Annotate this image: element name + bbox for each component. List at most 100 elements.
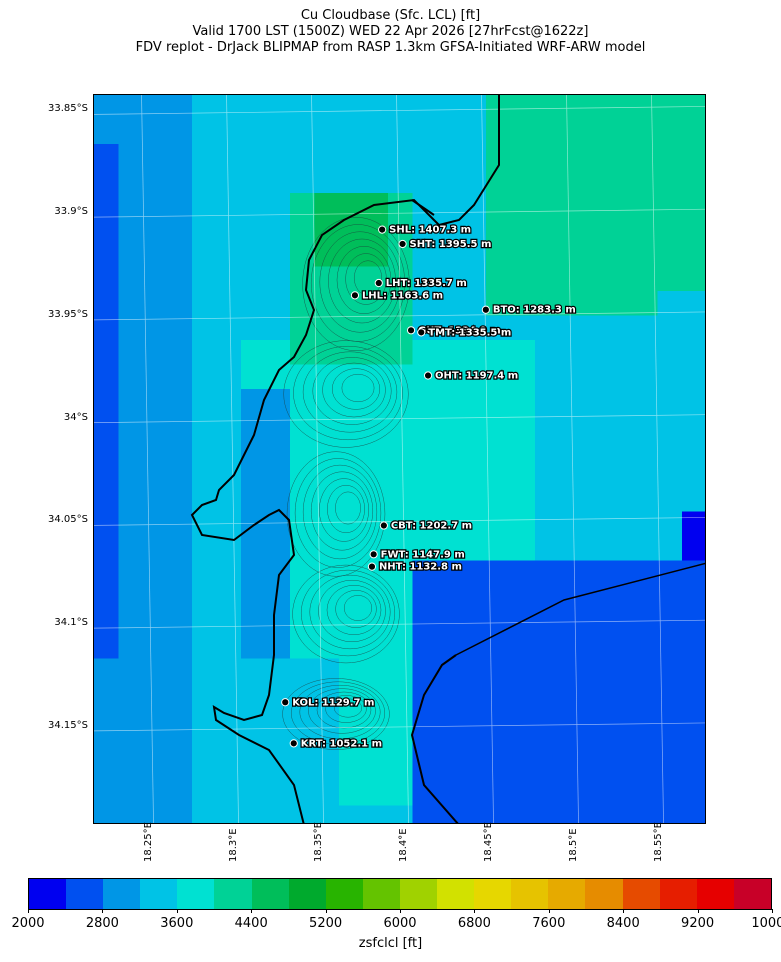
station-label: SHL: 1407.3 m (389, 225, 471, 236)
colorbar-tick-mark (474, 909, 476, 913)
station-gut[interactable]: GUT: 1334.9 m (406, 324, 502, 337)
chart-title: Cu Cloudbase (Sfc. LCL) [ft] (300, 8, 481, 23)
colorbar-tick-label: 9200 (681, 916, 715, 931)
station-marker-icon (367, 562, 377, 571)
station-marker-icon (379, 521, 388, 530)
colorbar-swatch (29, 879, 67, 909)
station-label: GUT: 1334.9 m (418, 325, 501, 336)
station-label: NHT: 1132.8 m (379, 562, 462, 573)
colorbar-swatch (251, 879, 289, 909)
lcl-field-cells (94, 95, 705, 823)
longitude-tick-label: 18.25°E (142, 822, 154, 862)
colorbar-tick-mark (400, 909, 401, 913)
station-nht[interactable]: NHT: 1132.8 m (367, 560, 463, 574)
station-marker-icon (350, 291, 360, 300)
station-label: KOL: 1129.7 m (292, 697, 374, 708)
latitude-tick-label: 33.9°S (54, 206, 88, 218)
station-marker-icon (423, 371, 433, 380)
station-label: TMT: 1335.5 m (428, 327, 511, 338)
latitude-tick-label: 33.95°S (48, 308, 88, 320)
station-shl[interactable]: SHL: 1407.3 m (378, 223, 472, 237)
colorbar-swatch (103, 879, 141, 909)
valid-time-line: Valid 1700 LST (1500Z) WED 22 Apr 2026 [… (192, 24, 589, 39)
colorbar-tick-mark (176, 909, 178, 913)
latitude-tick-label: 34°S (63, 411, 88, 423)
colorbar-swatch (548, 879, 586, 909)
latitude-tick-label: 34.05°S (48, 514, 88, 526)
colorbar-tick-mark (325, 909, 327, 913)
colorbar-tick-label: 4400 (234, 916, 268, 931)
station-markers: SHL: 1407.3 m SHT: 1395.5 m LHT: 1335.7 mL… (281, 223, 577, 751)
station-oht[interactable]: OHT: 1197.4 m (423, 369, 519, 383)
station-lhl[interactable]: LHL: 1163.6 m (350, 289, 444, 303)
colorbar-tick-mark (251, 909, 253, 913)
colorbar-swatch (437, 879, 475, 909)
station-label: LHT: 1335.7 m (386, 278, 467, 289)
longitude-tick-label: 18.3°E (227, 828, 239, 862)
station-krt[interactable]: KRT: 1052.1 m (289, 737, 383, 751)
station-lht[interactable]: LHT: 1335.7 m (374, 277, 468, 290)
lat-lon-gridlines (94, 95, 705, 823)
colorbar-swatch (474, 879, 512, 909)
station-cbt[interactable]: CBT: 1202.7 m (379, 519, 473, 533)
colorbar-tick-label: 6800 (457, 916, 491, 931)
colorbar-swatch (288, 879, 326, 909)
colorbar-tick-mark (28, 909, 29, 913)
colorbar-tick-label: 3600 (160, 916, 194, 931)
station-sht[interactable]: SHT: 1395.5 m (398, 238, 493, 251)
station-label: FWT: 1147.9 m (381, 549, 465, 560)
station-bto[interactable]: BTO: 1283.3 m (481, 304, 577, 317)
colorbar-tick-label: 10000 (751, 916, 781, 931)
longitude-tick-label: 18.55°E (652, 822, 664, 862)
map-canvas: SHL: 1407.3 m SHT: 1395.5 m LHT: 1335.7 mL… (94, 95, 705, 823)
colorbar-tick-label: 6000 (383, 916, 417, 931)
colorbar-swatch (214, 879, 252, 909)
station-marker-icon (398, 239, 407, 249)
colorbar-label: zsfclcl [ft] (358, 936, 423, 951)
colorbar-swatch (177, 879, 215, 909)
coastline (190, 95, 705, 823)
colorbar (28, 878, 772, 910)
latitude-tick-label: 34.1°S (54, 617, 88, 629)
colorbar-tick-label: 7600 (532, 916, 566, 931)
colorbar-swatch (659, 879, 697, 909)
model-description-line: FDV replot - DrJack BLIPMAP from RASP 1.… (135, 40, 646, 55)
station-label: LHL: 1163.6 m (362, 290, 443, 301)
longitude-tick-label: 18.45°E (482, 822, 494, 862)
latitude-tick-label: 34.15°S (48, 719, 88, 731)
station-marker-icon (289, 739, 298, 748)
colorbar-swatch (399, 879, 438, 909)
colorbar-tick-mark (102, 909, 104, 913)
colorbar-swatch (140, 879, 178, 909)
station-marker-icon (481, 305, 490, 314)
colorbar-swatch (66, 879, 104, 909)
colorbar-swatch (325, 879, 363, 909)
longitude-tick-label: 18.5°E (567, 828, 579, 862)
longitude-tick-label: 18.35°E (312, 822, 324, 862)
colorbar-tick-label: 2000 (11, 916, 45, 931)
colorbar-swatch (622, 879, 660, 909)
colorbar-tick-mark (772, 909, 773, 913)
station-marker-icon (417, 328, 426, 337)
colorbar-swatch (585, 879, 623, 909)
station-marker-icon (281, 698, 290, 707)
longitude-tick-label: 18.4°E (397, 828, 409, 862)
station-marker-icon (378, 225, 387, 234)
colorbar-tick-label: 8400 (606, 916, 640, 931)
colorbar-tick-label: 2800 (85, 916, 119, 931)
station-kol[interactable]: KOL: 1129.7 m (281, 696, 376, 709)
colorbar-tick-mark (697, 909, 699, 913)
colorbar-swatch (362, 879, 400, 909)
station-fwt[interactable]: FWT: 1147.9 m (369, 548, 466, 561)
station-marker-icon (406, 326, 416, 335)
station-tmt[interactable]: TMT: 1335.5 m (417, 326, 512, 340)
colorbar-tick-label: 5200 (309, 916, 343, 931)
terrain-contours (282, 217, 410, 750)
colorbar-swatch (733, 879, 771, 909)
station-marker-icon (374, 278, 383, 288)
station-label: OHT: 1197.4 m (435, 371, 518, 382)
station-marker-icon (369, 550, 378, 559)
latitude-tick-label: 33.85°S (48, 103, 88, 115)
station-label: CBT: 1202.7 m (391, 521, 472, 532)
